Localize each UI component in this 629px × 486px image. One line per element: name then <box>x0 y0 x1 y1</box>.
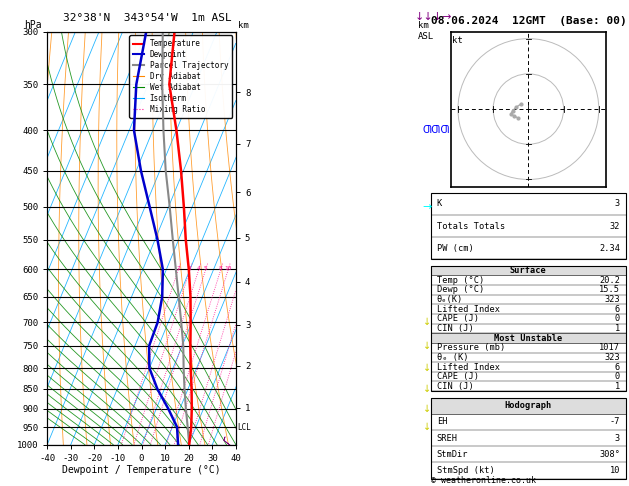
Text: Pressure (mb): Pressure (mb) <box>437 343 505 352</box>
Text: ↓: ↓ <box>423 341 431 351</box>
Text: © weatheronline.co.uk: © weatheronline.co.uk <box>431 476 536 485</box>
Bar <box>431 266 626 276</box>
Text: K: K <box>437 199 442 208</box>
Text: 308°: 308° <box>599 450 620 459</box>
Text: 8: 8 <box>219 265 223 271</box>
Text: Hodograph: Hodograph <box>504 401 552 410</box>
Text: CIN (J): CIN (J) <box>437 382 474 391</box>
Bar <box>431 398 626 414</box>
Text: θₑ (K): θₑ (K) <box>437 353 468 362</box>
Text: Surface: Surface <box>510 266 547 275</box>
Text: SREH: SREH <box>437 434 458 443</box>
Text: StmSpd (kt): StmSpd (kt) <box>437 466 494 475</box>
Text: ↓↓↓→: ↓↓↓→ <box>415 12 453 22</box>
Text: CAPE (J): CAPE (J) <box>437 314 479 323</box>
Text: PW (cm): PW (cm) <box>437 244 474 253</box>
Text: kt: kt <box>452 36 463 45</box>
Text: θₑ(K): θₑ(K) <box>437 295 463 304</box>
Bar <box>431 333 626 343</box>
Text: ƢƢƢ: ƢƢƢ <box>423 125 450 135</box>
Text: ↓: ↓ <box>423 317 431 327</box>
Text: km: km <box>418 21 429 30</box>
Text: 1017: 1017 <box>599 343 620 352</box>
Text: 3: 3 <box>615 434 620 443</box>
Text: 1: 1 <box>615 324 620 333</box>
Text: hPa: hPa <box>25 19 42 30</box>
X-axis label: Dewpoint / Temperature (°C): Dewpoint / Temperature (°C) <box>62 466 221 475</box>
Text: EH: EH <box>437 417 447 426</box>
Text: CAPE (J): CAPE (J) <box>437 372 479 381</box>
Text: 0: 0 <box>615 314 620 323</box>
Text: LCL: LCL <box>237 423 251 433</box>
Text: 5: 5 <box>204 265 207 271</box>
Legend: Temperature, Dewpoint, Parcel Trajectory, Dry Adiabat, Wet Adiabat, Isotherm, Mi: Temperature, Dewpoint, Parcel Trajectory… <box>129 35 232 118</box>
Text: 323: 323 <box>604 353 620 362</box>
Text: ASL: ASL <box>418 32 435 41</box>
Text: 6: 6 <box>615 363 620 371</box>
Text: 2.34: 2.34 <box>599 244 620 253</box>
Text: 10: 10 <box>224 265 231 271</box>
Text: ↓: ↓ <box>423 363 431 373</box>
Text: Most Unstable: Most Unstable <box>494 333 562 343</box>
Text: ↓: ↓ <box>423 384 431 394</box>
Text: 3: 3 <box>615 199 620 208</box>
Text: 2: 2 <box>176 265 180 271</box>
Text: CIN (J): CIN (J) <box>437 324 474 333</box>
Text: 6: 6 <box>615 305 620 313</box>
Text: Dewp (°C): Dewp (°C) <box>437 285 484 295</box>
Text: 32°38'N  343°54'W  1m ASL: 32°38'N 343°54'W 1m ASL <box>63 13 231 23</box>
Text: Lifted Index: Lifted Index <box>437 363 499 371</box>
Text: 10: 10 <box>610 466 620 475</box>
Text: Totals Totals: Totals Totals <box>437 222 505 231</box>
Text: StmDir: StmDir <box>437 450 468 459</box>
Text: -7: -7 <box>610 417 620 426</box>
Text: 32: 32 <box>610 222 620 231</box>
Text: Temp (°C): Temp (°C) <box>437 276 484 285</box>
Text: Lifted Index: Lifted Index <box>437 305 499 313</box>
Text: →: → <box>423 202 432 212</box>
Text: 4: 4 <box>197 265 200 271</box>
Text: 0: 0 <box>615 372 620 381</box>
Text: 15.5: 15.5 <box>599 285 620 295</box>
Text: 323: 323 <box>604 295 620 304</box>
Text: ↓: ↓ <box>423 403 431 414</box>
Text: 3: 3 <box>188 265 192 271</box>
Text: ↓: ↓ <box>423 422 431 432</box>
Text: 20.2: 20.2 <box>599 276 620 285</box>
Text: 1: 1 <box>615 382 620 391</box>
Text: km: km <box>238 20 248 30</box>
Text: 08.06.2024  12GMT  (Base: 00): 08.06.2024 12GMT (Base: 00) <box>431 16 626 26</box>
